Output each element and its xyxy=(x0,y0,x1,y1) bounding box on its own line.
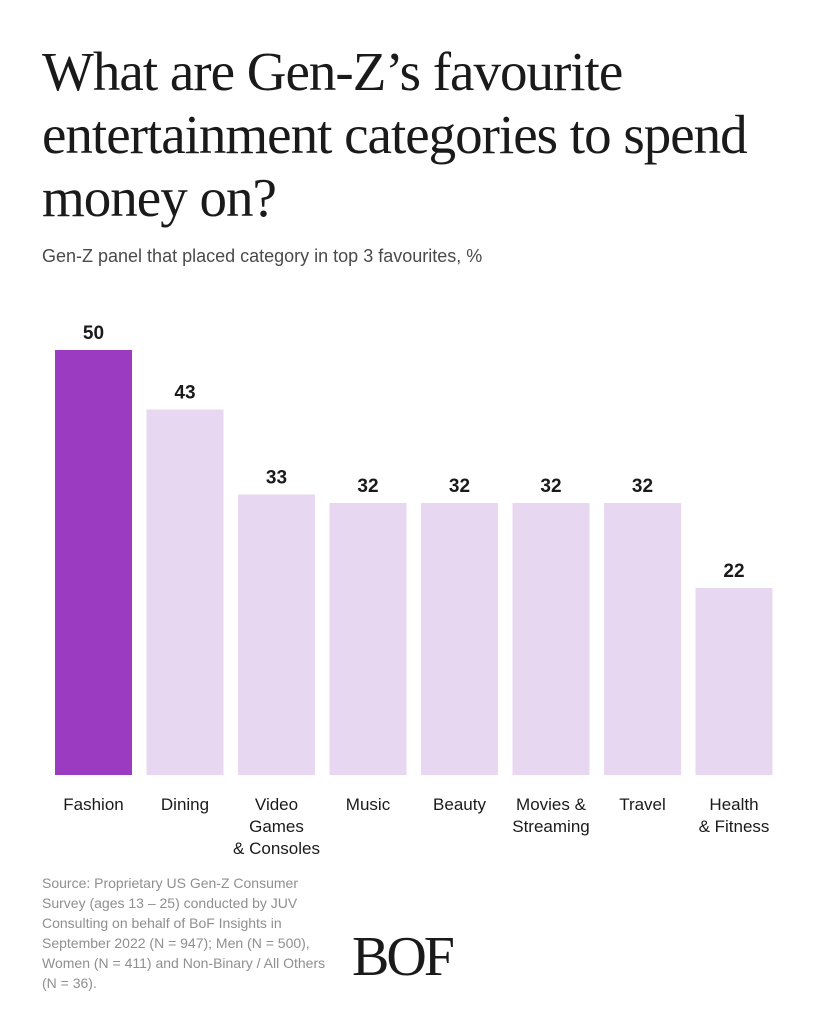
category-label-6: Travel xyxy=(619,795,666,814)
bar-chart: 50 Fashion 43 Dining 33 Video Games & Consoles 3… xyxy=(55,323,773,858)
bar-1 xyxy=(146,409,224,775)
bar-value-label-2: 33 xyxy=(266,468,287,489)
bar-value-label-7: 22 xyxy=(723,561,744,582)
category-label-0: Fashion xyxy=(63,795,123,814)
bar-2 xyxy=(238,494,315,775)
bar-0 xyxy=(55,350,132,775)
bar-value-label-1: 43 xyxy=(174,383,195,404)
bar-value-label-6: 32 xyxy=(632,476,653,497)
bar-value-label-0: 50 xyxy=(83,323,104,344)
bar-value-label-5: 32 xyxy=(540,476,561,497)
chart-title: What are Gen-Z’s favourite entertainment… xyxy=(42,41,748,228)
category-label-5: Movies & Streaming xyxy=(512,795,589,836)
source-note: Source: Proprietary US Gen-Z Consumer Su… xyxy=(42,875,326,991)
chart-subtitle: Gen-Z panel that placed category in top … xyxy=(42,246,483,266)
bar-4 xyxy=(421,503,498,775)
bar-value-label-4: 32 xyxy=(449,476,470,497)
category-label-7: Health & Fitness xyxy=(699,795,770,836)
category-label-3: Music xyxy=(346,795,391,814)
bar-value-label-3: 32 xyxy=(357,476,378,497)
category-label-2: Video Games & Consoles xyxy=(233,795,320,858)
bar-5 xyxy=(512,503,590,775)
bar-3 xyxy=(329,503,407,775)
bof-logo: BOF xyxy=(352,926,455,988)
category-label-4: Beauty xyxy=(433,795,486,814)
bar-7 xyxy=(695,588,773,775)
category-label-1: Dining xyxy=(161,795,209,814)
bar-6 xyxy=(604,503,681,775)
